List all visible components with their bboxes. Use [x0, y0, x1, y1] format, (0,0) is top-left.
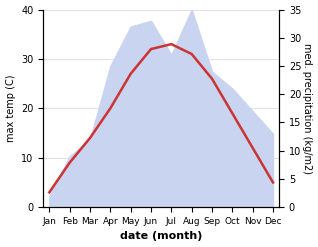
Y-axis label: med. precipitation (kg/m2): med. precipitation (kg/m2)	[302, 43, 313, 174]
X-axis label: date (month): date (month)	[120, 231, 202, 242]
Y-axis label: max temp (C): max temp (C)	[5, 75, 16, 142]
